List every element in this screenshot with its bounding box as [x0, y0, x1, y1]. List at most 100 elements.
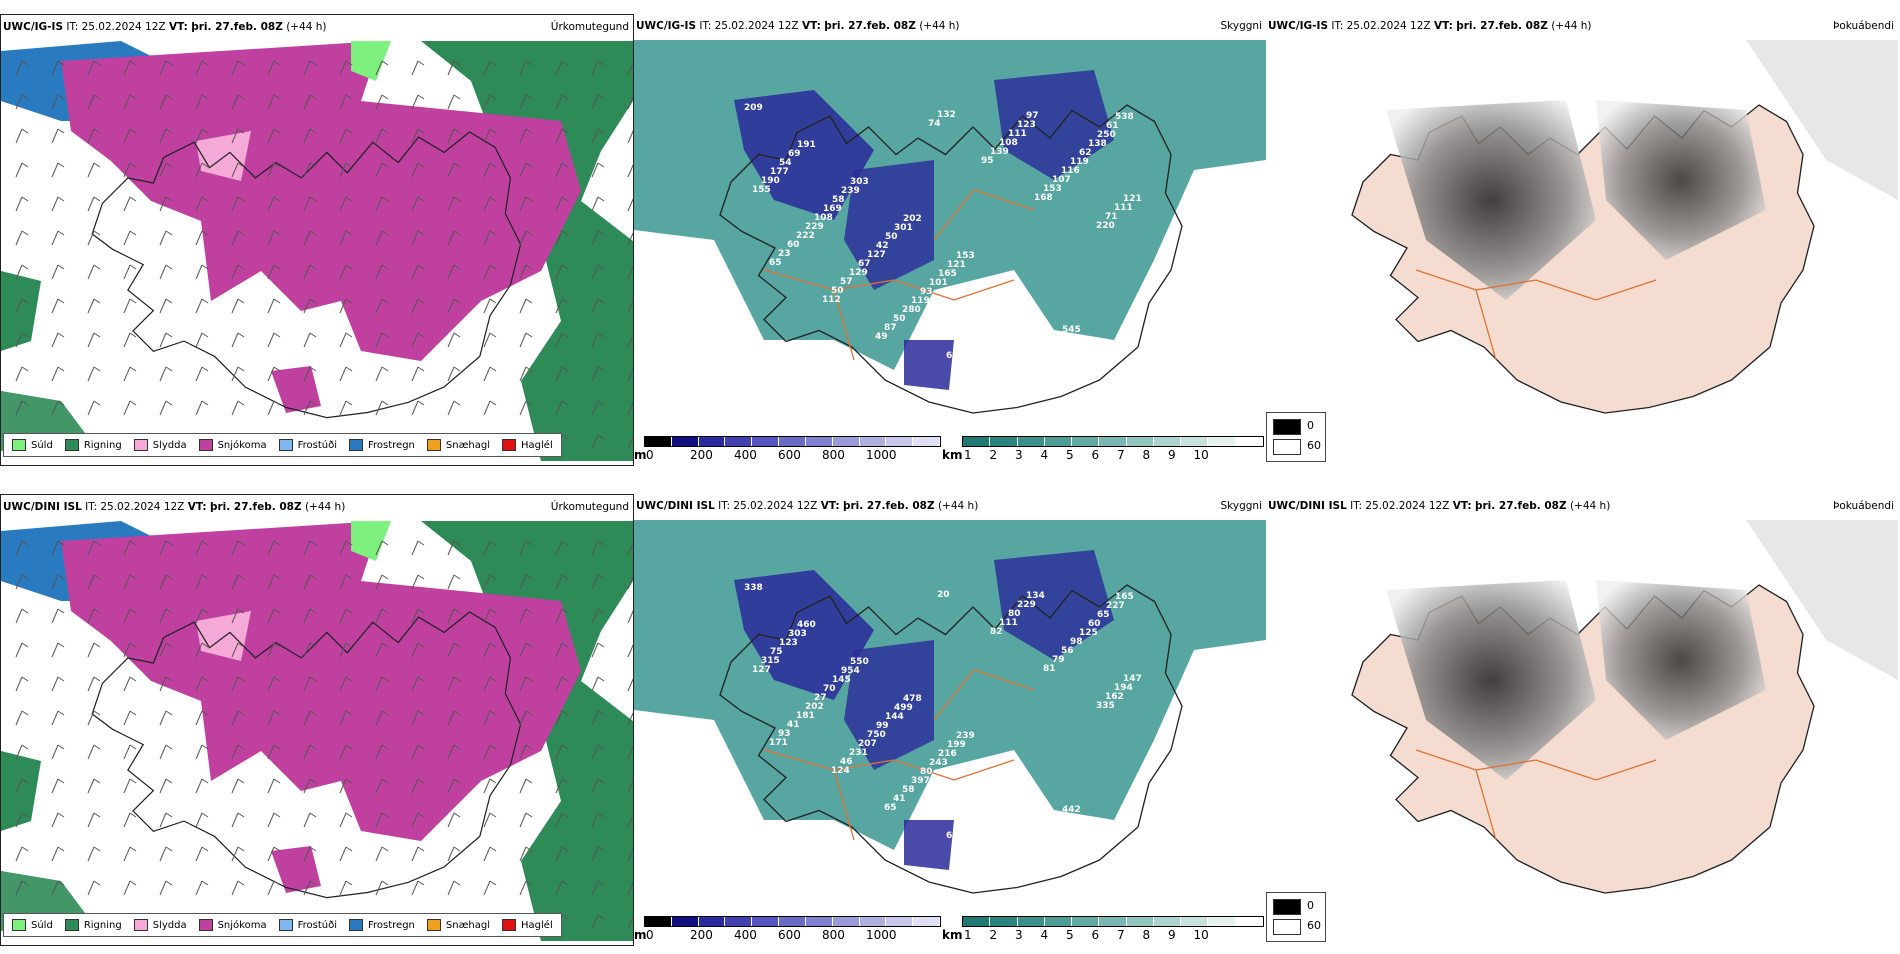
cloud-base-label: 61	[1106, 121, 1119, 131]
wind-barb	[411, 880, 425, 896]
wind-barb	[159, 94, 173, 110]
visibility-color-step	[1017, 437, 1045, 446]
wind-barb	[483, 264, 497, 280]
cloud-base-label: 123	[779, 638, 798, 648]
snow-area-south	[271, 366, 321, 413]
cloud-area-south	[904, 340, 954, 390]
visibility-color-step	[1235, 437, 1263, 446]
snow-area-south	[271, 846, 321, 893]
cloud-base-label: 224	[1000, 777, 1019, 787]
cloud-base-label: 111	[1114, 203, 1133, 213]
visibility-color-step	[1044, 437, 1073, 446]
height-color-step	[886, 917, 914, 926]
wind-barb	[519, 298, 533, 314]
visibility-tick: 2	[989, 928, 998, 942]
wind-barb	[591, 676, 605, 692]
cloud-base-label: 116	[1061, 166, 1080, 176]
wind-barb	[375, 642, 389, 658]
height-color-step	[913, 437, 940, 446]
fog-area-east	[1596, 580, 1766, 740]
wind-barb	[411, 264, 425, 280]
wind-barb	[483, 366, 497, 382]
wind-barb	[51, 230, 65, 246]
wind-barb	[555, 778, 569, 794]
cloud-base-label: 229	[805, 222, 824, 232]
legend-label: Rigning	[83, 919, 122, 931]
cloud-base-label: 111	[999, 618, 1018, 628]
wind-barb	[267, 230, 281, 246]
wind-barb	[519, 676, 533, 692]
panel-header: UWC/DINI ISL IT: 25.02.2024 12Z VT: þri.…	[3, 501, 345, 513]
lead-time: (+44 h)	[1569, 500, 1611, 512]
wind-barb	[411, 608, 425, 624]
sleet-area	[196, 611, 251, 661]
wind-barb	[267, 812, 281, 828]
wind-barb	[231, 540, 245, 556]
cloud-base-label: 93	[778, 729, 791, 739]
cloud-base-label: 60	[787, 240, 800, 250]
visibility-tick: 1	[964, 448, 972, 462]
wind-barb	[339, 710, 353, 726]
wind-barb	[15, 60, 29, 76]
cloud-base-label: 144	[885, 712, 904, 722]
wind-barb	[591, 778, 605, 794]
visibility-tick: 10	[1193, 448, 1209, 462]
wind-barb	[195, 332, 209, 348]
fog-area-east	[1596, 100, 1766, 260]
fog-key-value: 60	[1307, 439, 1321, 452]
wind-barb	[195, 400, 209, 416]
height-tick: 0	[646, 448, 654, 462]
visibility-color-step	[1181, 917, 1209, 926]
wind-barb	[447, 676, 461, 692]
wind-barb	[555, 94, 569, 110]
panel-title: Skyggni	[1220, 500, 1263, 512]
cloud-base-label: 225	[1000, 297, 1019, 307]
cloud-base-label: 94	[973, 324, 986, 334]
wind-barb	[195, 540, 209, 556]
cloud-base-label: 56	[1061, 646, 1074, 656]
wind-barb	[519, 230, 533, 246]
wind-barb	[267, 400, 281, 416]
wind-barb	[555, 744, 569, 760]
visibility-color-step	[1126, 917, 1154, 926]
cloud-base-label: 231	[982, 315, 1001, 325]
sleet-area	[196, 131, 251, 181]
wind-barb	[555, 608, 569, 624]
wind-barb	[627, 334, 633, 348]
wind-barb	[555, 162, 569, 178]
wind-barb	[447, 264, 461, 280]
height-color-step	[832, 437, 860, 446]
cloud-base-label: 243	[929, 758, 948, 768]
fog-area-west	[1386, 580, 1596, 780]
cloud-base-label: 113	[964, 333, 983, 343]
wind-barb	[483, 608, 497, 624]
wind-barb	[87, 880, 101, 896]
legend-label: Frostregn	[368, 439, 415, 451]
wind-barb	[411, 744, 425, 760]
wind-barb	[51, 744, 65, 760]
wind-barb	[195, 230, 209, 246]
wind-barb	[591, 880, 605, 896]
wind-barb	[87, 128, 101, 144]
cloud-base-label: 280	[902, 305, 921, 315]
wind-barb	[159, 642, 173, 658]
visibility-color-step	[1153, 437, 1182, 446]
cloud-base-label: 239	[841, 186, 860, 196]
height-tick: 200	[690, 928, 713, 942]
wind-barb	[591, 710, 605, 726]
wind-barb	[339, 264, 353, 280]
cloud-base-label: 222	[796, 231, 815, 241]
legend-swatch	[349, 439, 363, 451]
wind-barb	[87, 778, 101, 794]
road-network	[1415, 269, 1657, 361]
wind-barb	[555, 298, 569, 314]
wind-barb	[267, 128, 281, 144]
wind-barb	[51, 676, 65, 692]
wind-barb	[411, 574, 425, 590]
height-color-step	[645, 437, 672, 446]
wind-barb	[51, 128, 65, 144]
wind-barb	[195, 196, 209, 212]
wind-barb	[87, 332, 101, 348]
cloud-area-northeast	[994, 550, 1114, 660]
wind-barb	[15, 400, 29, 416]
